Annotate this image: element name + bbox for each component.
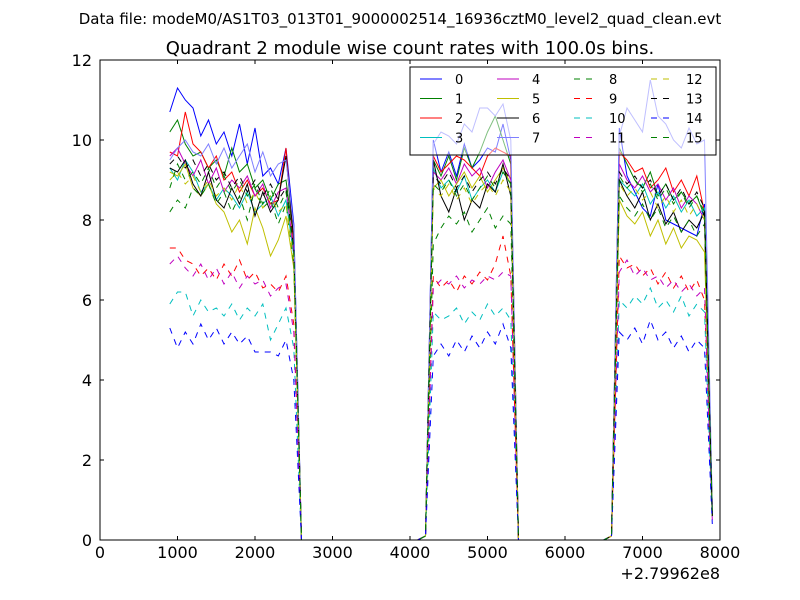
x-tick-label: 1000	[157, 543, 198, 562]
y-tick-label: 12	[72, 51, 92, 70]
plot-lines	[169, 79, 713, 541]
legend-label-15: 15	[686, 132, 703, 147]
legend-label-12: 12	[686, 73, 703, 88]
y-tick-label: 10	[72, 131, 92, 150]
legend-label-13: 13	[686, 93, 703, 108]
legend-label-1: 1	[455, 93, 463, 108]
x-offset-label: +2.79962e8	[620, 564, 720, 583]
axis-ticks: 0 1000 2000 3000 4000 5000 6000 7000 80000246810…	[72, 51, 741, 562]
x-tick-label: 5000	[467, 543, 508, 562]
legend-label-14: 14	[686, 112, 703, 127]
series-line-6	[169, 155, 713, 541]
y-tick-label: 6	[82, 291, 92, 310]
y-tick-label: 2	[82, 451, 92, 470]
series-line-12	[169, 171, 713, 541]
series-line-5	[169, 162, 713, 541]
legend-label-11: 11	[609, 132, 626, 147]
series-line-3	[169, 158, 713, 541]
x-tick-label: 8000	[700, 543, 741, 562]
x-tick-label: 3000	[312, 543, 353, 562]
series-line-1	[169, 114, 713, 541]
series-line-8	[169, 182, 713, 541]
legend-label-7: 7	[532, 132, 540, 147]
chart-title: Quadrant 2 module wise count rates with …	[166, 38, 655, 59]
x-tick-label: 7000	[622, 543, 663, 562]
legend-label-2: 2	[455, 112, 463, 127]
legend-box	[409, 66, 717, 156]
series-line-4	[169, 147, 713, 541]
series-line-10	[169, 286, 713, 541]
series-line-14	[169, 318, 713, 541]
x-tick-label: 0	[95, 543, 105, 562]
y-tick-label: 8	[82, 211, 92, 230]
y-tick-label: 0	[82, 531, 92, 550]
x-tick-label: 2000	[235, 543, 276, 562]
legend-label-3: 3	[455, 132, 463, 147]
legend-label-5: 5	[532, 93, 540, 108]
y-tick-label: 4	[82, 371, 92, 390]
series-line-15	[169, 162, 713, 541]
legend-label-10: 10	[609, 112, 626, 127]
x-tick-label: 6000	[545, 543, 586, 562]
legend-label-0: 0	[455, 73, 463, 88]
x-tick-label: 4000	[390, 543, 431, 562]
axes-frame	[99, 59, 721, 541]
series-line-13	[169, 155, 713, 541]
figure-suptitle: Data file: modeM0/AS1T03_013T01_90000025…	[79, 10, 722, 29]
legend-label-6: 6	[532, 112, 540, 127]
series-line-11	[169, 255, 713, 541]
legend-label-4: 4	[532, 73, 540, 88]
legend-label-9: 9	[609, 93, 617, 108]
legend-label-8: 8	[609, 73, 617, 88]
